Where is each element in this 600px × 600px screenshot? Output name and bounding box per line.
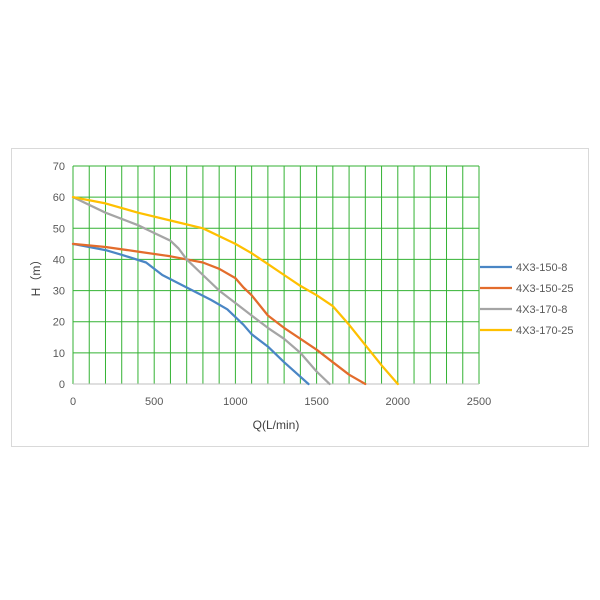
x-tick-label: 0 bbox=[70, 396, 76, 408]
legend-label: 4X3-170-25 bbox=[516, 325, 574, 337]
series-line bbox=[71, 195, 399, 386]
x-tick-label: 2000 bbox=[386, 396, 410, 408]
series-line bbox=[71, 242, 367, 386]
y-tick-label: 40 bbox=[53, 254, 65, 266]
x-tick-label: 1000 bbox=[223, 396, 247, 408]
x-axis-title: Q(L/min) bbox=[253, 418, 300, 432]
x-tick-label: 2500 bbox=[467, 396, 491, 408]
y-tick-label: 70 bbox=[53, 161, 65, 173]
x-tick-label: 1500 bbox=[304, 396, 328, 408]
x-tick-label: 500 bbox=[145, 396, 163, 408]
y-tick-label: 0 bbox=[59, 379, 65, 391]
series-line bbox=[71, 195, 331, 386]
y-tick-label: 60 bbox=[53, 192, 65, 204]
y-tick-label: 20 bbox=[53, 317, 65, 329]
legend-label: 4X3-150-25 bbox=[516, 283, 574, 295]
y-axis-title: H（m） bbox=[29, 254, 43, 297]
line-chart: 0 10 20 30 40 50 60 70 0 500 1000 1500 2000 2500 Q(L/m… bbox=[29, 161, 574, 432]
y-tick-label: 50 bbox=[53, 223, 65, 235]
legend-label: 4X3-150-8 bbox=[516, 262, 567, 274]
y-tick-label: 30 bbox=[53, 286, 65, 298]
y-tick-label: 10 bbox=[53, 348, 65, 360]
series-line bbox=[71, 242, 310, 386]
chart-frame: 0 10 20 30 40 50 60 70 0 500 1000 1500 2000 2500 Q(L/m… bbox=[11, 148, 589, 447]
legend-label: 4X3-170-8 bbox=[516, 304, 567, 316]
